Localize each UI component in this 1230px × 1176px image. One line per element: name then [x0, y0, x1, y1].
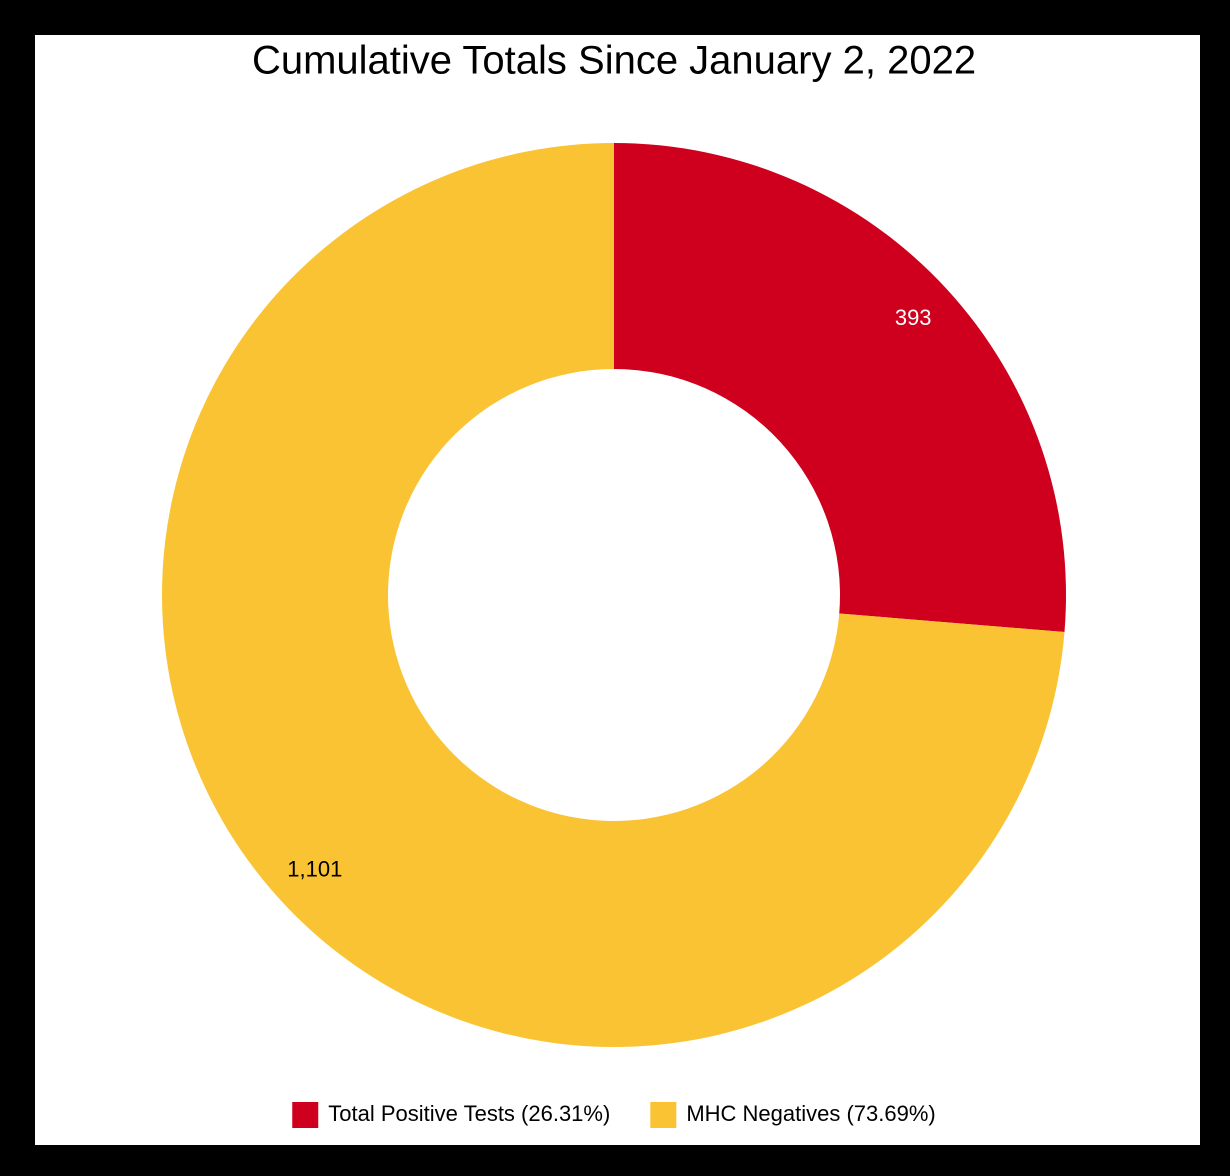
legend-label: MHC Negatives (73.69%) [686, 1101, 935, 1126]
data-label: 1,101 [287, 856, 342, 881]
donut-slice [614, 143, 1066, 633]
legend-swatch [292, 1102, 319, 1128]
chart-title: Cumulative Totals Since January 2, 2022 [252, 39, 976, 83]
legend-label: Total Positive Tests (26.31%) [328, 1101, 610, 1126]
donut-slice [161, 143, 1065, 1047]
legend-swatch [650, 1102, 677, 1128]
data-label: 393 [895, 305, 932, 330]
